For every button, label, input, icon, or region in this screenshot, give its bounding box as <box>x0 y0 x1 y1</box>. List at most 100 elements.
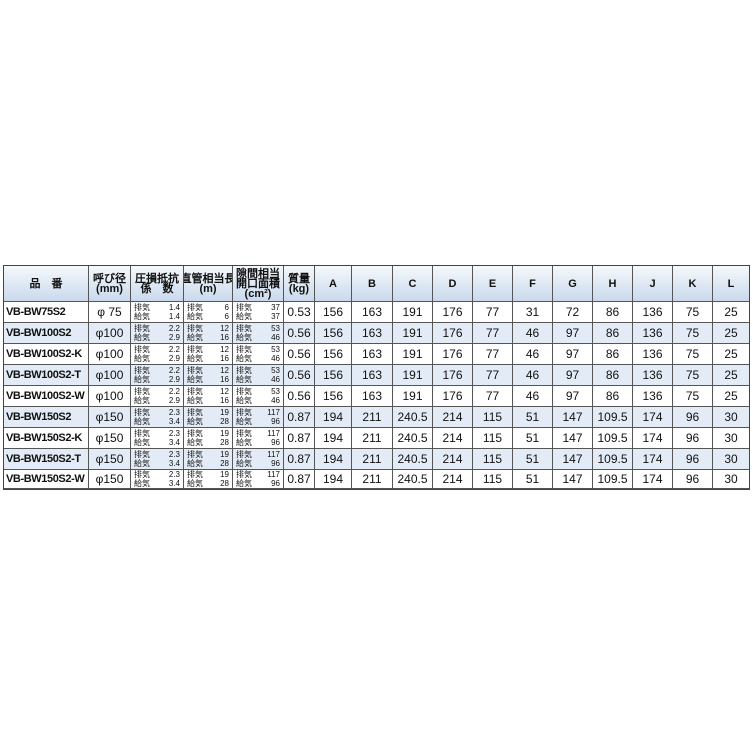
header-line: E <box>488 277 497 290</box>
dim-cell: 86 <box>593 386 633 407</box>
dim-cell: 191 <box>393 386 433 407</box>
header-line: A <box>329 277 337 290</box>
sub-label: 給気 <box>236 417 252 426</box>
sub-value: 2.2 <box>168 366 180 375</box>
dim-cell: 240.5 <box>393 470 433 489</box>
sub-label: 排気 <box>236 429 252 438</box>
sub-line: 排気 2.3 <box>134 408 180 417</box>
sub-label: 排気 <box>187 303 203 312</box>
mass-cell: 0.56 <box>284 365 315 386</box>
dim-cell: 147 <box>553 407 593 428</box>
sub-value: 53 <box>271 366 280 375</box>
sub-line: 排気 12 <box>187 366 229 375</box>
sub-value: 16 <box>220 354 229 363</box>
dim-cell: 176 <box>433 386 473 407</box>
header-line: 開口面積 <box>236 277 280 290</box>
dim-cell: 46 <box>513 344 553 365</box>
sub-label: 排気 <box>236 470 252 479</box>
sub-value: 6 <box>224 312 229 321</box>
dim-cell: 194 <box>315 407 352 428</box>
sub-value: 6 <box>224 303 229 312</box>
sub-value: 37 <box>271 312 280 321</box>
pressure-cell: 排気 2.3 給気 3.4 <box>131 407 184 428</box>
dim-cell: 211 <box>352 470 393 489</box>
header-line: (cm²) <box>244 287 272 300</box>
header-cell: H <box>593 266 633 302</box>
diameter-cell: φ 75 <box>89 302 131 323</box>
dim-cell: 109.5 <box>593 407 633 428</box>
dim-cell: 77 <box>473 323 513 344</box>
sub-line: 排気 117 <box>236 429 280 438</box>
dim-cell: 86 <box>593 344 633 365</box>
dim-cell: 240.5 <box>393 428 433 449</box>
dim-cell: 214 <box>433 449 473 470</box>
dim-cell: 191 <box>393 344 433 365</box>
dim-cell: 163 <box>352 344 393 365</box>
sub-value: 3.4 <box>168 479 180 488</box>
sub-line: 給気 28 <box>187 417 229 426</box>
mass-cell: 0.87 <box>284 407 315 428</box>
dim-cell: 75 <box>673 365 713 386</box>
dim-cell: 174 <box>633 428 673 449</box>
length-cell: 排気 12 給気 16 <box>184 323 233 344</box>
sub-line: 排気 12 <box>187 324 229 333</box>
dim-cell: 97 <box>553 386 593 407</box>
dim-cell: 194 <box>315 470 352 489</box>
dim-cell: 211 <box>352 449 393 470</box>
length-cell: 排気 12 給気 16 <box>184 365 233 386</box>
length-cell: 排気 6 給気 6 <box>184 302 233 323</box>
area-cell: 排気 53 給気 46 <box>233 386 284 407</box>
sub-label: 給気 <box>134 459 150 468</box>
dim-cell: 240.5 <box>393 407 433 428</box>
dim-cell: 240.5 <box>393 449 433 470</box>
sub-line: 給気 3.4 <box>134 438 180 447</box>
sub-label: 給気 <box>236 438 252 447</box>
sub-label: 給気 <box>187 438 203 447</box>
sub-label: 給気 <box>134 375 150 384</box>
dim-cell: 109.5 <box>593 428 633 449</box>
sub-label: 排気 <box>134 303 150 312</box>
header-line: C <box>408 277 417 290</box>
model-cell: VB-BW100S2-K <box>4 344 89 365</box>
dim-cell: 156 <box>315 386 352 407</box>
header-cell: K <box>673 266 713 302</box>
sub-label: 排気 <box>236 324 252 333</box>
dim-cell: 86 <box>593 365 633 386</box>
sub-line: 給気 16 <box>187 396 229 405</box>
dim-cell: 191 <box>393 365 433 386</box>
model-cell: VB-BW150S2-W <box>4 470 89 489</box>
sub-value: 46 <box>271 354 280 363</box>
sub-line: 給気 6 <box>187 312 229 321</box>
sub-label: 排気 <box>187 408 203 417</box>
sub-label: 給気 <box>236 333 252 342</box>
dim-cell: 96 <box>673 470 713 489</box>
diameter-cell: φ100 <box>89 365 131 386</box>
sub-value: 96 <box>271 459 280 468</box>
header-cell: G <box>553 266 593 302</box>
sub-label: 排気 <box>134 450 150 459</box>
diameter-cell: φ100 <box>89 386 131 407</box>
dim-cell: 96 <box>673 407 713 428</box>
sub-line: 排気 2.2 <box>134 324 180 333</box>
sub-line: 排気 1.4 <box>134 303 180 312</box>
sub-value: 96 <box>271 438 280 447</box>
dim-cell: 174 <box>633 407 673 428</box>
model-cell: VB-BW150S2-K <box>4 428 89 449</box>
dim-cell: 25 <box>713 344 749 365</box>
header-line: 質量 <box>288 272 310 285</box>
header-cell: 質量 (kg) <box>284 266 315 302</box>
sub-label: 排気 <box>134 387 150 396</box>
header-line: 隙間相当 <box>236 267 280 280</box>
dim-cell: 214 <box>433 470 473 489</box>
mass-cell: 0.87 <box>284 470 315 489</box>
dim-cell: 191 <box>393 302 433 323</box>
dim-cell: 176 <box>433 344 473 365</box>
sub-value: 19 <box>220 429 229 438</box>
sub-value: 2.9 <box>168 375 180 384</box>
sub-value: 117 <box>267 450 280 459</box>
sub-value: 28 <box>220 417 229 426</box>
dim-cell: 214 <box>433 428 473 449</box>
sub-value: 19 <box>220 450 229 459</box>
sub-line: 給気 96 <box>236 459 280 468</box>
sub-label: 排気 <box>187 450 203 459</box>
